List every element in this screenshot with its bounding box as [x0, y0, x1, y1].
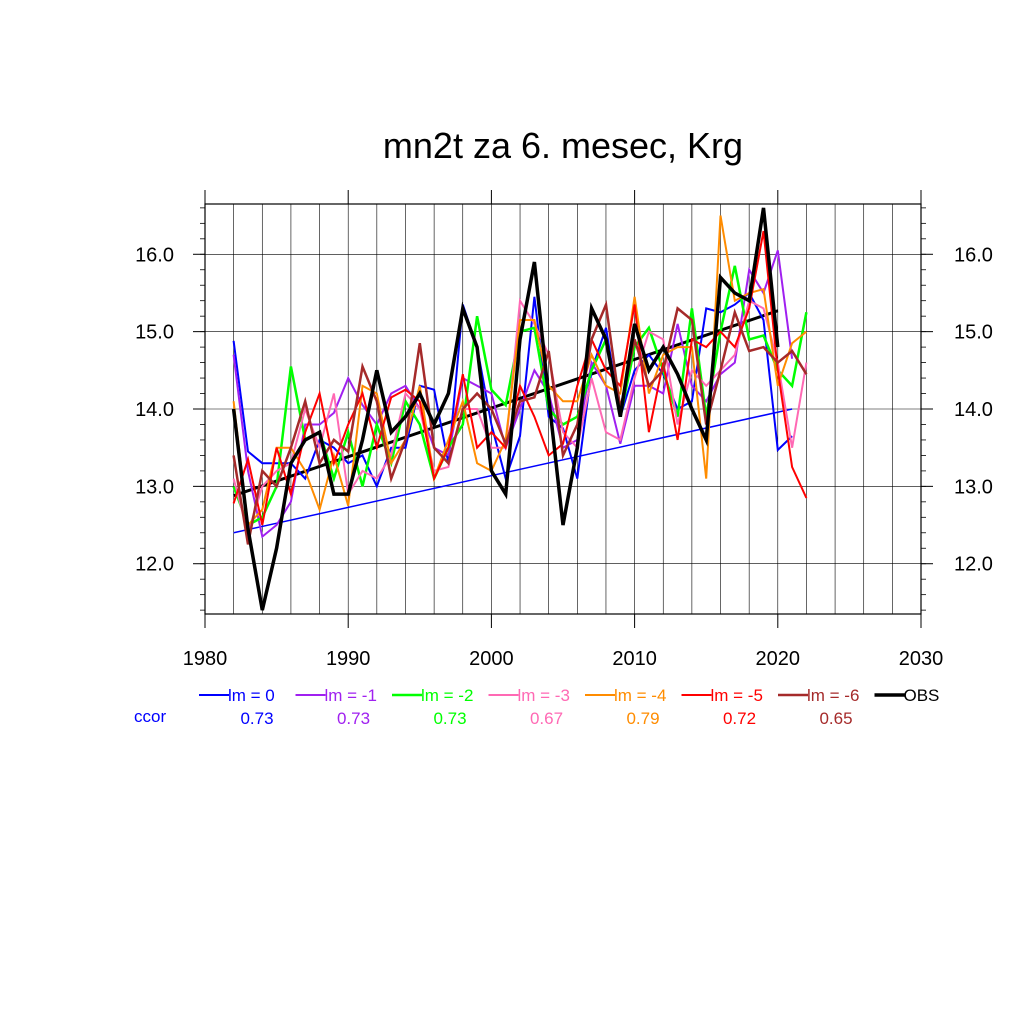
chart-title: mn2t za 6. mesec, Krg [383, 125, 743, 166]
ccor-label: ccor [134, 707, 166, 726]
x-tick-label: 2030 [899, 648, 944, 670]
y-tick-label-left: 15.0 [135, 322, 174, 344]
x-tick-label: 1980 [183, 648, 228, 670]
ccor-value: 0.73 [240, 709, 273, 728]
x-tick-label: 2000 [469, 648, 514, 670]
series-line [232, 230, 808, 526]
x-tick-label: 2020 [756, 648, 801, 670]
y-tick-label-left: 16.0 [135, 244, 174, 266]
x-tick-label: 2010 [612, 648, 657, 670]
legend-label: lm = -1 [325, 686, 377, 705]
y-tick-label-right: 13.0 [954, 476, 993, 498]
legend-label: lm = 0 [228, 686, 275, 705]
y-tick-label-left: 14.0 [135, 399, 174, 421]
x-tick-label: 1990 [326, 648, 371, 670]
ccor-value: 0.67 [530, 709, 563, 728]
ccor-value: 0.79 [626, 709, 659, 728]
legend-label: lm = -3 [518, 686, 570, 705]
legend: lm = 0 0.73 lm = -1 0.73 lm = -2 0.73 lm = -3 0… [134, 686, 939, 728]
trend-line [233, 408, 793, 534]
ccor-value: 0.73 [337, 709, 370, 728]
y-tick-label-right: 15.0 [954, 322, 993, 344]
y-tick-label-right: 16.0 [954, 244, 993, 266]
series-lines [231, 207, 808, 611]
series-line [232, 299, 808, 545]
y-tick-label-right: 12.0 [954, 554, 993, 576]
grid-lines [204, 204, 922, 614]
y-tick-label-left: 12.0 [135, 554, 174, 576]
plot-frame [204, 203, 922, 615]
legend-label: lm = -6 [807, 686, 859, 705]
series-line [232, 250, 794, 539]
y-tick-label-left: 13.0 [135, 476, 174, 498]
y-tick-label-right: 14.0 [954, 399, 993, 421]
ccor-value: 0.73 [433, 709, 466, 728]
ccor-value: 0.72 [723, 709, 756, 728]
legend-label: lm = -2 [421, 686, 473, 705]
ccor-value: 0.65 [819, 709, 852, 728]
legend-label: OBS [904, 686, 940, 705]
legend-label: lm = -5 [711, 686, 763, 705]
legend-label: lm = -4 [614, 686, 666, 705]
tick-labels: 1980 1990 2000 2010 2020 2030 12.0 12.0 13.0 13.0… [135, 244, 993, 670]
axis-ticks [193, 190, 933, 628]
series-line [231, 207, 780, 611]
